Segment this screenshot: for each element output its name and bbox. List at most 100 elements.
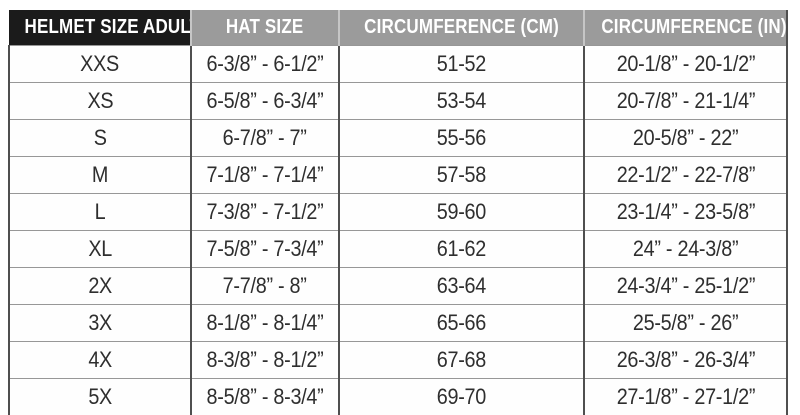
cell-circumference-in: 24” - 24-3/8” <box>584 231 787 268</box>
cell-circumference-cm: 59-60 <box>339 194 584 231</box>
cell-text: 25-5/8” - 26” <box>633 305 738 341</box>
cell-text: 3X <box>88 305 112 341</box>
cell-circumference-in: 20-5/8” - 22” <box>584 120 787 157</box>
cell-text: S <box>94 120 107 156</box>
cell-text: 8-5/8” - 8-3/4” <box>207 379 324 415</box>
header-helmet-size-label: HELMET SIZE ADULT <box>25 10 191 45</box>
cell-size: 3X <box>9 305 191 342</box>
cell-hat-size: 8-3/8” - 8-1/2” <box>191 342 339 379</box>
cell-size: 4X <box>9 342 191 379</box>
cell-hat-size: 7-5/8” - 7-3/4” <box>191 231 339 268</box>
cell-size: 5X <box>9 379 191 415</box>
cell-text: 59-60 <box>437 194 486 230</box>
cell-circumference-in: 22-1/2” - 22-7/8” <box>584 157 787 194</box>
table-row: L 7-3/8” - 7-1/2” 59-60 23-1/4” - 23-5/8” <box>9 194 787 231</box>
cell-size: 2X <box>9 268 191 305</box>
cell-circumference-in: 20-1/8” - 20-1/2” <box>584 46 787 83</box>
cell-text: 63-64 <box>437 268 486 304</box>
cell-hat-size: 8-1/8” - 8-1/4” <box>191 305 339 342</box>
helmet-size-table: HELMET SIZE ADULT HAT SIZE CIRCUMFERENCE… <box>8 10 788 415</box>
cell-text: 53-54 <box>437 83 486 119</box>
cell-text: 7-1/8” - 7-1/4” <box>207 157 324 193</box>
cell-circumference-cm: 53-54 <box>339 83 584 120</box>
cell-size: L <box>9 194 191 231</box>
cell-text: 55-56 <box>437 120 486 156</box>
cell-text: 20-5/8” - 22” <box>633 120 738 156</box>
table-row: S 6-7/8” - 7” 55-56 20-5/8” - 22” <box>9 120 787 157</box>
cell-circumference-cm: 61-62 <box>339 231 584 268</box>
header-circumference-cm-label: CIRCUMFERENCE (CM) <box>364 10 559 45</box>
header-circumference-in-label: CIRCUMFERENCE (IN) <box>601 10 786 45</box>
table-row: M 7-1/8” - 7-1/4” 57-58 22-1/2” - 22-7/8” <box>9 157 787 194</box>
cell-circumference-cm: 69-70 <box>339 379 584 415</box>
table-header: HELMET SIZE ADULT HAT SIZE CIRCUMFERENCE… <box>9 10 787 46</box>
cell-text: 7-3/8” - 7-1/2” <box>207 194 324 230</box>
cell-text: 7-5/8” - 7-3/4” <box>207 231 324 267</box>
cell-hat-size: 6-7/8” - 7” <box>191 120 339 157</box>
header-hat-size: HAT SIZE <box>191 10 339 46</box>
cell-hat-size: 7-7/8” - 8” <box>191 268 339 305</box>
cell-hat-size: 6-5/8” - 6-3/4” <box>191 83 339 120</box>
cell-text: XS <box>87 83 113 119</box>
cell-text: XXS <box>81 46 120 82</box>
cell-circumference-cm: 57-58 <box>339 157 584 194</box>
cell-text: L <box>95 194 106 230</box>
cell-circumference-cm: 51-52 <box>339 46 584 83</box>
table-row: XXS 6-3/8” - 6-1/2” 51-52 20-1/8” - 20-1/2” <box>9 46 787 83</box>
cell-size: XS <box>9 83 191 120</box>
cell-circumference-in: 24-3/4” - 25-1/2” <box>584 268 787 305</box>
table-row: XL 7-5/8” - 7-3/4” 61-62 24” - 24-3/8” <box>9 231 787 268</box>
helmet-size-chart: HELMET SIZE ADULT HAT SIZE CIRCUMFERENCE… <box>8 10 788 415</box>
table-row: 3X 8-1/8” - 8-1/4” 65-66 25-5/8” - 26” <box>9 305 787 342</box>
cell-text: 61-62 <box>437 231 486 267</box>
cell-hat-size: 6-3/8” - 6-1/2” <box>191 46 339 83</box>
cell-hat-size: 7-1/8” - 7-1/4” <box>191 157 339 194</box>
cell-text: 24” - 24-3/8” <box>633 231 738 267</box>
cell-text: 6-3/8” - 6-1/2” <box>207 46 324 82</box>
cell-text: 6-7/8” - 7” <box>223 120 307 156</box>
cell-text: 20-1/8” - 20-1/2” <box>616 46 754 82</box>
cell-text: XL <box>88 231 112 267</box>
cell-size: XXS <box>9 46 191 83</box>
cell-circumference-in: 27-1/8” - 27-1/2” <box>584 379 787 415</box>
cell-text: 8-1/8” - 8-1/4” <box>207 305 324 341</box>
cell-text: 4X <box>88 342 112 378</box>
cell-circumference-in: 20-7/8” - 21-1/4” <box>584 83 787 120</box>
cell-text: 27-1/8” - 27-1/2” <box>616 379 754 415</box>
cell-text: 67-68 <box>437 342 486 378</box>
cell-text: 8-3/8” - 8-1/2” <box>207 342 324 378</box>
header-circumference-in: CIRCUMFERENCE (IN) <box>584 10 787 46</box>
cell-circumference-in: 23-1/4” - 23-5/8” <box>584 194 787 231</box>
cell-text: M <box>92 157 108 193</box>
cell-text: 20-7/8” - 21-1/4” <box>616 83 754 119</box>
table-row: 4X 8-3/8” - 8-1/2” 67-68 26-3/8” - 26-3/4” <box>9 342 787 379</box>
cell-circumference-in: 25-5/8” - 26” <box>584 305 787 342</box>
table-row: 2X 7-7/8” - 8” 63-64 24-3/4” - 25-1/2” <box>9 268 787 305</box>
cell-size: XL <box>9 231 191 268</box>
cell-text: 57-58 <box>437 157 486 193</box>
cell-text: 26-3/8” - 26-3/4” <box>616 342 754 378</box>
cell-text: 6-5/8” - 6-3/4” <box>207 83 324 119</box>
table-row: XS 6-5/8” - 6-3/4” 53-54 20-7/8” - 21-1/4” <box>9 83 787 120</box>
header-helmet-size: HELMET SIZE ADULT <box>9 10 191 46</box>
header-row: HELMET SIZE ADULT HAT SIZE CIRCUMFERENCE… <box>9 10 787 46</box>
table-body: XXS 6-3/8” - 6-1/2” 51-52 20-1/8” - 20-1/2”… <box>9 46 787 415</box>
cell-circumference-cm: 67-68 <box>339 342 584 379</box>
cell-hat-size: 7-3/8” - 7-1/2” <box>191 194 339 231</box>
cell-text: 51-52 <box>437 46 486 82</box>
cell-circumference-cm: 63-64 <box>339 268 584 305</box>
cell-hat-size: 8-5/8” - 8-3/4” <box>191 379 339 415</box>
cell-text: 65-66 <box>437 305 486 341</box>
cell-circumference-cm: 55-56 <box>339 120 584 157</box>
cell-size: S <box>9 120 191 157</box>
cell-text: 23-1/4” - 23-5/8” <box>616 194 754 230</box>
cell-text: 5X <box>88 379 112 415</box>
header-hat-size-label: HAT SIZE <box>226 10 304 45</box>
cell-text: 24-3/4” - 25-1/2” <box>616 268 754 304</box>
cell-circumference-cm: 65-66 <box>339 305 584 342</box>
table-row: 5X 8-5/8” - 8-3/4” 69-70 27-1/8” - 27-1/2” <box>9 379 787 415</box>
cell-circumference-in: 26-3/8” - 26-3/4” <box>584 342 787 379</box>
header-circumference-cm: CIRCUMFERENCE (CM) <box>339 10 584 46</box>
cell-size: M <box>9 157 191 194</box>
cell-text: 7-7/8” - 8” <box>223 268 307 304</box>
